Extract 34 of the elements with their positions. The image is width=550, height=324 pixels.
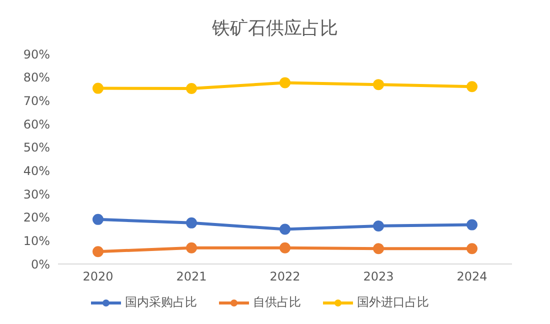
y-tick-label: 30% [23,187,50,202]
y-tick-label: 50% [23,140,50,155]
x-tick-label: 2024 [456,270,488,284]
x-tick-label: 2021 [176,270,207,284]
point [373,243,384,254]
point [92,82,104,94]
x-tick-label: 2023 [363,270,394,284]
y-tick-label: 60% [23,117,50,132]
y-tick-label: 20% [23,210,50,225]
point [186,83,197,94]
y-tick-label: 40% [23,164,50,178]
point [280,242,290,254]
x-tick-label: 2020 [82,270,114,284]
y-tick-label: 90% [23,47,50,62]
y-tick-label: 70% [23,94,50,108]
point [186,242,197,254]
legend-label: 自供占比 [252,294,301,311]
legend-label: 国内采购占比 [124,294,197,311]
point [466,219,478,230]
point [186,217,197,228]
chart-title: 铁矿石供应占比 [211,17,339,41]
y-tick-label: 10% [23,234,50,248]
point [466,81,478,92]
x-tick-label: 2022 [270,270,300,284]
point [373,79,384,90]
point [92,246,104,258]
point [373,220,384,232]
point [280,224,290,235]
legend-label: 国外进口占比 [356,294,429,311]
point [280,77,290,88]
point [466,243,478,254]
y-tick-label: 80% [23,70,50,85]
y-tick-label: 0% [30,257,50,272]
point [92,214,104,225]
